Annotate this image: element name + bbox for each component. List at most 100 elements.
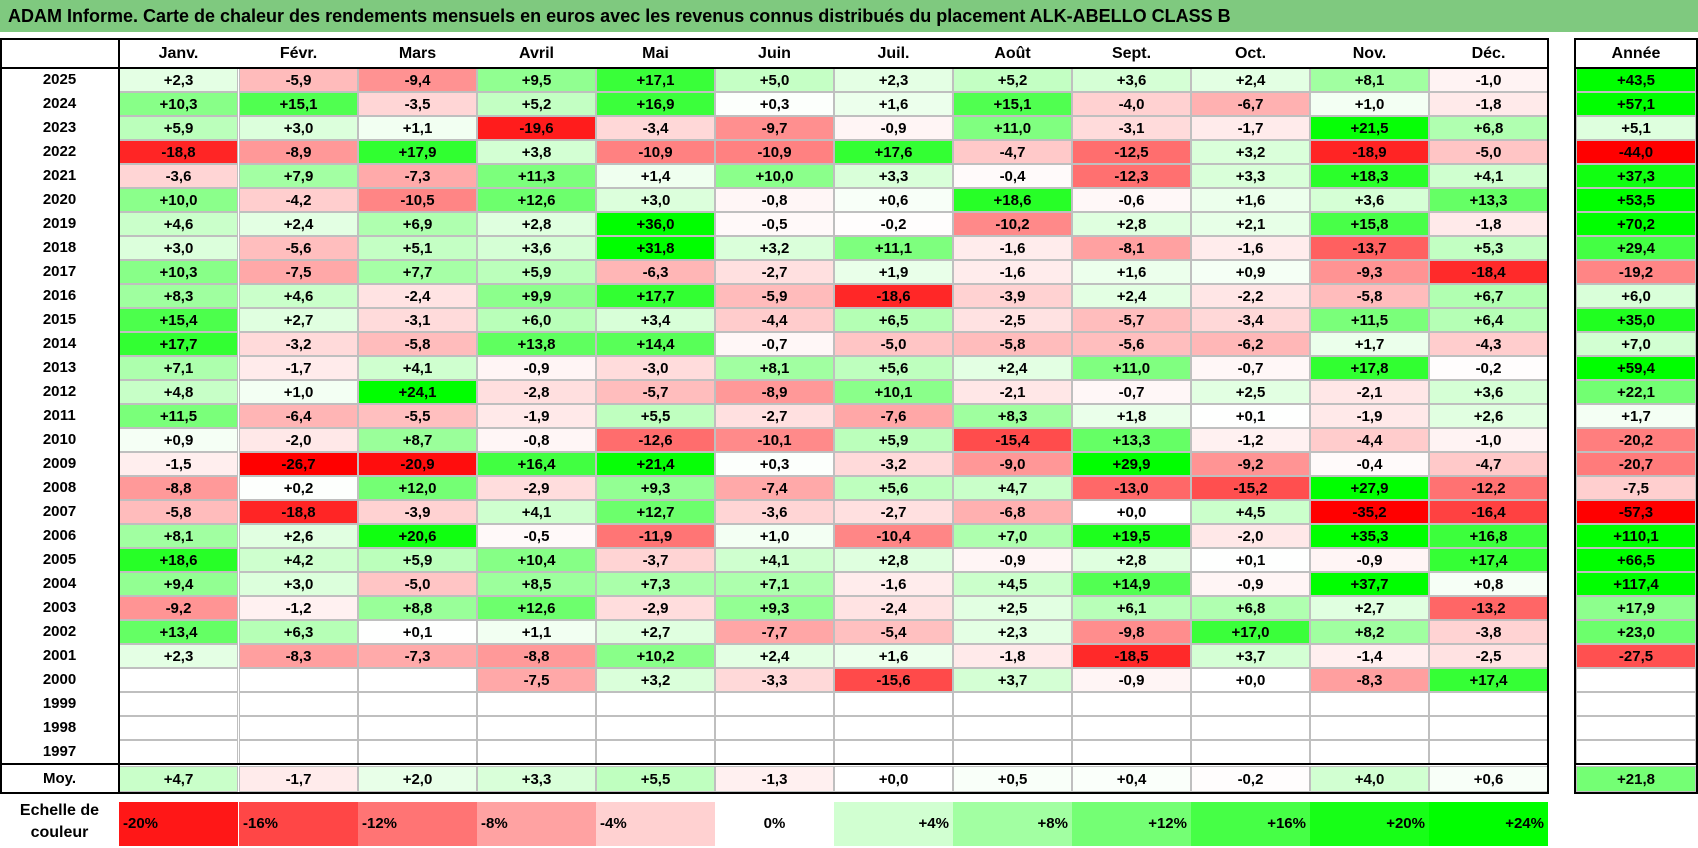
heatmap-cell: -8,3 xyxy=(1310,668,1429,692)
annual-cell: +57,1 xyxy=(1576,92,1696,116)
heatmap-cell: -8,3 xyxy=(239,644,358,668)
heatmap-cell: +4,7 xyxy=(953,476,1072,500)
heatmap-cell: +4,1 xyxy=(1429,164,1548,188)
heatmap-cell: -8,9 xyxy=(715,380,834,404)
heatmap-cell: +8,8 xyxy=(358,596,477,620)
annual-cell: -20,2 xyxy=(1576,428,1696,452)
heatmap-cell: -10,9 xyxy=(596,140,715,164)
heatmap-cell: -4,7 xyxy=(953,140,1072,164)
heatmap-cell: -3,4 xyxy=(1191,308,1310,332)
heatmap-cell: +2,5 xyxy=(953,596,1072,620)
heatmap-cell: +16,4 xyxy=(477,452,596,476)
column-header: Oct. xyxy=(1234,45,1267,62)
heatmap-cell: -3,4 xyxy=(596,116,715,140)
heatmap-cell: +3,4 xyxy=(596,308,715,332)
heatmap-cell: -5,0 xyxy=(1429,140,1548,164)
average-divider xyxy=(0,763,1549,765)
year-label: 2017 xyxy=(42,263,77,280)
average-cell: +2,0 xyxy=(358,766,477,792)
heatmap-cell: +8,1 xyxy=(1310,68,1429,92)
column-header: Déc. xyxy=(1471,45,1506,62)
year-label: 2023 xyxy=(42,119,77,136)
heatmap-cell: -2,7 xyxy=(715,404,834,428)
heatmap-cell: -2,9 xyxy=(596,596,715,620)
heatmap-cell: -4,2 xyxy=(239,188,358,212)
heatmap-cell: +2,4 xyxy=(1072,284,1191,308)
heatmap-cell: -2,8 xyxy=(477,380,596,404)
legend-step: +16% xyxy=(1191,802,1310,846)
heatmap-cell xyxy=(239,716,358,740)
heatmap-cell: +9,5 xyxy=(477,68,596,92)
heatmap-cell: +2,8 xyxy=(834,548,953,572)
heatmap-cell: +10,2 xyxy=(596,644,715,668)
heatmap-cell: +4,1 xyxy=(477,500,596,524)
heatmap-cell: +1,0 xyxy=(239,380,358,404)
year-label: 2007 xyxy=(42,503,77,520)
year-label: 2009 xyxy=(42,455,77,472)
heatmap-cell: +2,3 xyxy=(119,68,238,92)
heatmap-cell: -1,5 xyxy=(119,452,238,476)
heatmap-cell: +2,4 xyxy=(239,212,358,236)
heatmap-cell: +0,3 xyxy=(715,452,834,476)
heatmap-cell: +2,3 xyxy=(834,68,953,92)
heatmap-cell: -1,2 xyxy=(1191,428,1310,452)
year-label: 2016 xyxy=(42,287,77,304)
year-label: 2018 xyxy=(42,239,77,256)
heatmap-cell: +12,0 xyxy=(358,476,477,500)
heatmap-cell: -5,8 xyxy=(1310,284,1429,308)
heatmap-cell: -1,6 xyxy=(953,236,1072,260)
heatmap-cell: +21,5 xyxy=(1310,116,1429,140)
year-label: 2025 xyxy=(42,71,77,88)
heatmap-cell: +5,1 xyxy=(358,236,477,260)
year-label: 2019 xyxy=(42,215,77,232)
heatmap-cell: -11,9 xyxy=(596,524,715,548)
heatmap-cell xyxy=(358,716,477,740)
heatmap-cell: -0,7 xyxy=(1072,380,1191,404)
heatmap-cell: +3,2 xyxy=(1191,140,1310,164)
heatmap-cell: -0,9 xyxy=(1310,548,1429,572)
heatmap-cell: +14,9 xyxy=(1072,572,1191,596)
annual-cell xyxy=(1576,716,1696,740)
heatmap-cell: +13,3 xyxy=(1072,428,1191,452)
legend-step: 0% xyxy=(715,802,834,846)
heatmap-cell: +10,0 xyxy=(715,164,834,188)
heatmap-cell: +18,6 xyxy=(119,548,238,572)
heatmap-cell: -2,1 xyxy=(953,380,1072,404)
heatmap-cell: +2,7 xyxy=(1310,596,1429,620)
heatmap-cell: -7,6 xyxy=(834,404,953,428)
heatmap-cell: -18,8 xyxy=(119,140,238,164)
heatmap-cell xyxy=(1072,740,1191,764)
heatmap-cell: -16,4 xyxy=(1429,500,1548,524)
heatmap-cell: -8,8 xyxy=(477,644,596,668)
heatmap-cell xyxy=(358,692,477,716)
heatmap-cell: +1,8 xyxy=(1072,404,1191,428)
heatmap-cell: +2,6 xyxy=(239,524,358,548)
heatmap-cell: +1,6 xyxy=(1191,188,1310,212)
legend-label-line1: Echelle de xyxy=(19,802,100,819)
heatmap-cell: -20,9 xyxy=(358,452,477,476)
heatmap-cell: +1,1 xyxy=(477,620,596,644)
column-header: Janv. xyxy=(158,45,199,62)
year-label: 2024 xyxy=(42,95,77,112)
header-divider xyxy=(0,67,1549,69)
heatmap-cell: -5,9 xyxy=(715,284,834,308)
heatmap-cell: +31,8 xyxy=(596,236,715,260)
heatmap-cell: +2,3 xyxy=(953,620,1072,644)
heatmap-cell: -4,3 xyxy=(1429,332,1548,356)
annual-cell xyxy=(1576,740,1696,764)
heatmap-cell: +0,1 xyxy=(1191,404,1310,428)
heatmap-cell: +17,1 xyxy=(596,68,715,92)
column-header: Juil. xyxy=(877,45,910,62)
heatmap-cell: -35,2 xyxy=(1310,500,1429,524)
heatmap-cell xyxy=(358,668,477,692)
heatmap-cell xyxy=(953,740,1072,764)
heatmap-cell xyxy=(1191,692,1310,716)
heatmap-cell: -3,1 xyxy=(358,308,477,332)
heatmap-cell: -0,8 xyxy=(477,428,596,452)
heatmap-cell: +5,0 xyxy=(715,68,834,92)
legend-label-line2: couleur xyxy=(30,824,89,841)
heatmap-cell: +6,3 xyxy=(239,620,358,644)
heatmap-cell: +2,5 xyxy=(1191,380,1310,404)
heatmap-cell: -1,8 xyxy=(1429,92,1548,116)
average-cell: +4,0 xyxy=(1310,766,1429,792)
